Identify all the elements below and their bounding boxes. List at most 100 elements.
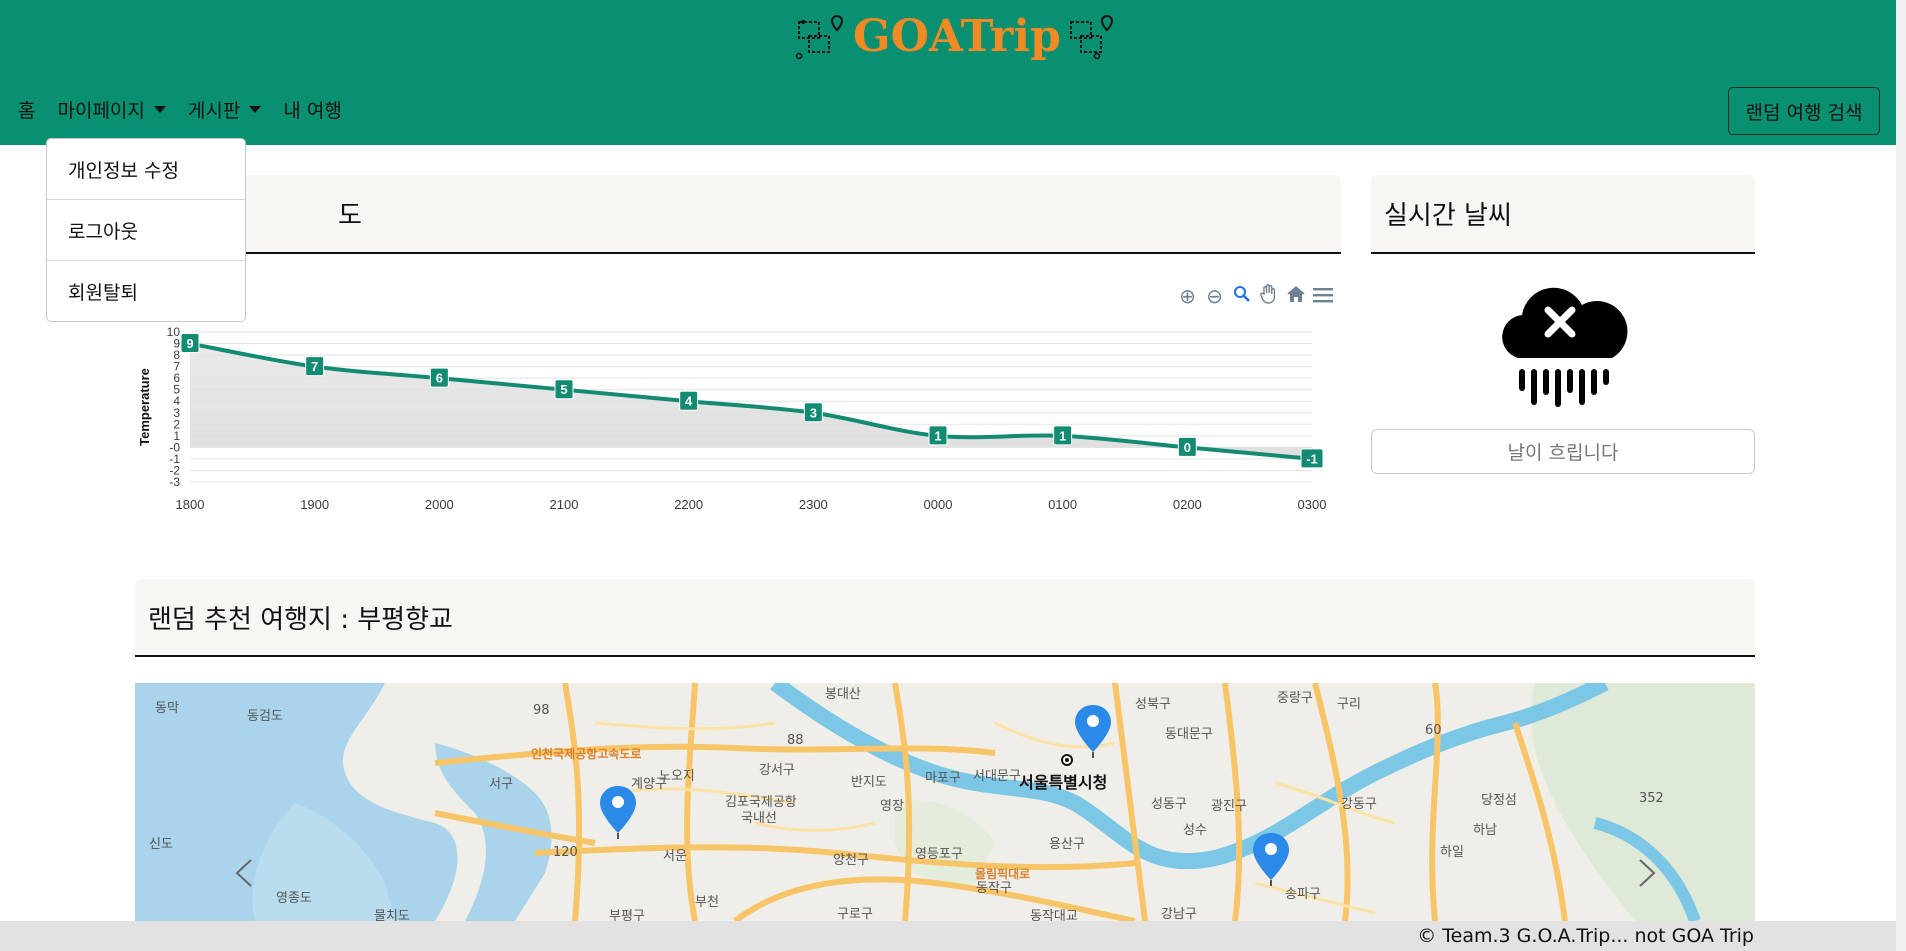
y-tick-label: 4	[173, 394, 180, 408]
weather-status: 날이 흐립니다	[1371, 429, 1755, 474]
y-tick-label: -1	[169, 452, 180, 466]
map-label: 인천국제공항고속도로	[531, 747, 642, 761]
data-label-box	[554, 379, 574, 400]
menu-icon[interactable]	[1309, 284, 1336, 308]
route-pin-icon	[795, 14, 844, 60]
y-tick-label: -2	[169, 463, 180, 477]
x-tick-label: 1800	[176, 497, 205, 512]
nav-home-label: 홈	[18, 100, 36, 122]
map-label: 신도	[149, 837, 173, 852]
map-label: 서대문구	[973, 769, 1021, 784]
random-trip-search-button[interactable]: 랜덤 여행 검색	[1728, 87, 1880, 135]
data-label: 5	[560, 382, 567, 397]
nav-board[interactable]: 게시판	[187, 96, 262, 123]
x-tick-label: 0100	[1048, 497, 1077, 512]
map-label: 광진구	[1211, 799, 1247, 814]
data-label: -1	[1306, 451, 1318, 466]
map-label: 서울특별시청	[1019, 773, 1108, 792]
reset-home-icon[interactable]	[1282, 284, 1309, 308]
carousel-next-icon[interactable]	[1638, 858, 1656, 888]
nav-home[interactable]: 홈	[18, 96, 35, 123]
weather-card-title: 실시간 날씨	[1384, 201, 1512, 231]
map-label: 봉대산	[825, 687, 861, 702]
map-marker-icon	[1075, 705, 1111, 758]
map-label: 60	[1425, 723, 1442, 738]
map-label: 물치도	[374, 909, 410, 921]
data-label: 9	[186, 336, 193, 351]
nav-mypage-label: 마이페이지	[57, 100, 145, 122]
data-label-box	[928, 425, 948, 446]
data-label: 4	[685, 394, 693, 409]
y-tick-label: 6	[173, 371, 180, 385]
nav-mytrip[interactable]: 내 여행	[283, 96, 341, 123]
chart-toolbar: ⊕ ⊖	[1174, 284, 1336, 308]
map-label: 강서구	[759, 763, 795, 778]
map-label: 성북구	[1135, 697, 1171, 712]
x-tick-label: 2200	[674, 497, 703, 512]
data-label-box	[429, 367, 449, 388]
nav-board-label: 게시판	[187, 100, 241, 122]
y-tick-label: 9	[173, 337, 180, 351]
y-tick-label: 2	[173, 417, 180, 431]
map-marker-icon	[1253, 833, 1289, 886]
temperature-card-title: 도	[338, 201, 362, 231]
dropdown-item-withdraw[interactable]: 회원탈퇴	[68, 282, 138, 304]
dropdown-item-edit-profile[interactable]: 개인정보 수정	[47, 139, 245, 200]
y-tick-label: 7	[173, 360, 180, 374]
zoom-select-icon[interactable]	[1228, 284, 1255, 308]
footer: © Team.3 G.O.A.Trip... not GOA Trip	[0, 921, 1896, 951]
map-label: 성수	[1183, 823, 1207, 838]
map-label: 마포구	[925, 771, 961, 786]
logo[interactable]: GOATrip	[795, 6, 1119, 66]
zoom-in-icon[interactable]: ⊕	[1179, 284, 1196, 308]
pan-icon[interactable]	[1255, 284, 1282, 308]
map-label: 중랑구	[1277, 691, 1313, 706]
data-label: 6	[436, 371, 443, 386]
page-scrollbar[interactable]	[1896, 0, 1906, 951]
data-label-box	[1053, 425, 1073, 446]
map-label: 동검도	[247, 709, 283, 724]
destination-map[interactable]: 동막 동검도 봉대산 성북구 중랑구 구리 인천국제공항고속도로 서구 노오지 강서구 반지도 서대문…	[135, 683, 1755, 921]
map-label: 영종도	[276, 891, 312, 906]
x-tick-label: 0000	[924, 497, 953, 512]
map-label: 동작구	[976, 881, 1012, 896]
map-marker-icon	[600, 786, 636, 839]
map-label: 서운	[663, 849, 687, 864]
map-label: 98	[533, 703, 550, 718]
map-label: 120	[553, 845, 578, 860]
data-label-box	[803, 402, 823, 423]
data-label: 0	[1184, 440, 1191, 455]
nav-mypage[interactable]: 마이페이지	[57, 96, 166, 123]
map-label: 강동구	[1341, 797, 1377, 812]
map-label: 하일	[1440, 845, 1464, 860]
data-label-box	[305, 356, 325, 377]
series-area	[190, 343, 1312, 459]
header: GOATrip 홈 마이페이지 게시판 내 여행 랜덤 여행 검색	[0, 0, 1896, 145]
map-label: 하남	[1473, 823, 1497, 838]
caret-down-icon	[153, 106, 166, 113]
map-label: 국내선	[741, 811, 777, 826]
map-label: 노오지	[659, 769, 695, 784]
map-label: 송파구	[1285, 887, 1321, 902]
y-tick-label: 5	[173, 383, 180, 397]
map-label: 동막	[155, 701, 179, 716]
series-line	[189, 341, 1313, 461]
map-label: 부평구	[609, 909, 645, 921]
data-label-box	[1300, 448, 1324, 469]
map-label: 영장	[880, 799, 904, 814]
dropdown-item-logout[interactable]: 로그아웃	[47, 200, 245, 261]
y-axis-label: Temperature	[137, 368, 152, 446]
carousel-prev-icon[interactable]	[235, 858, 253, 888]
map-label: 구로구	[837, 907, 873, 921]
y-tick-label: -3	[169, 475, 180, 489]
zoom-out-icon[interactable]: ⊖	[1206, 284, 1223, 308]
data-label: 1	[934, 428, 941, 443]
map-label: 당정섬	[1481, 793, 1517, 808]
map-label: 서구	[489, 777, 513, 792]
map-label: 부천	[695, 895, 719, 910]
caret-down-icon	[249, 106, 262, 113]
map-label: 성동구	[1151, 797, 1187, 812]
main-nav: 홈 마이페이지 게시판 내 여행	[18, 96, 364, 123]
x-tick-label: 2000	[425, 497, 454, 512]
